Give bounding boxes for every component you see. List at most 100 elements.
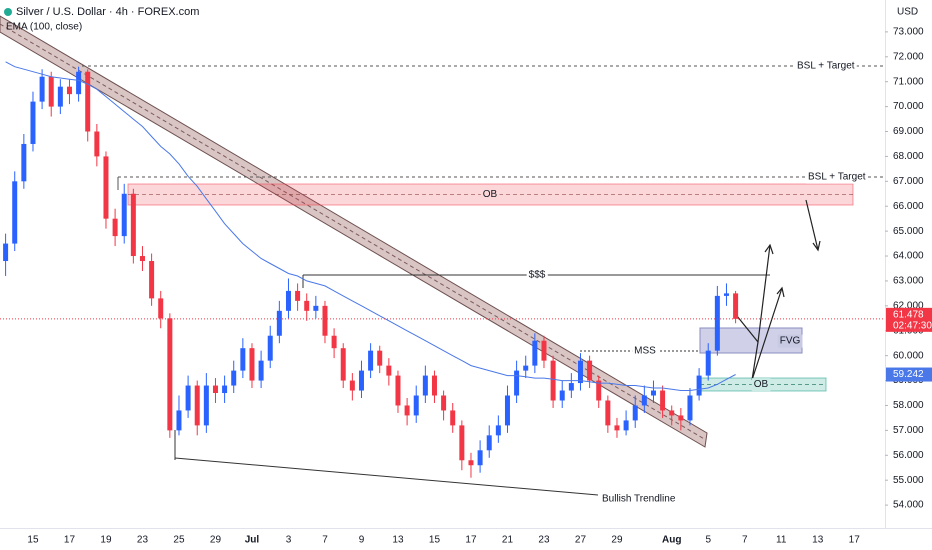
y-tick-label: 65.000: [893, 226, 924, 237]
candle-body: [541, 340, 547, 361]
candle-body: [532, 340, 538, 366]
candle-body: [76, 71, 82, 95]
x-tick-label: 5: [705, 535, 711, 546]
candle-body: [167, 318, 173, 431]
annotation-label: OB: [483, 189, 498, 200]
annotation-label: BSL + Target: [808, 172, 866, 183]
candle-body: [139, 256, 145, 262]
candle-body: [431, 375, 437, 396]
candle-body: [203, 385, 209, 426]
x-tick-label: 17: [849, 535, 861, 546]
drawings: [0, 15, 885, 496]
y-tick-label: 57.000: [893, 425, 924, 436]
annotation-background: [600, 492, 678, 506]
y-tick-label: 73.000: [893, 27, 924, 38]
candle-body: [422, 375, 428, 396]
annotation-label: BSL + Target: [797, 61, 855, 72]
candle-body: [212, 385, 218, 394]
candle-body: [632, 405, 638, 421]
candle-body: [660, 390, 666, 411]
candle-body: [12, 181, 18, 244]
bullish-trendline: [174, 457, 599, 496]
candle-body: [504, 395, 510, 426]
candles: [3, 66, 739, 478]
annotation-background: [526, 268, 548, 282]
status-dot: [4, 8, 12, 16]
candle-body: [441, 395, 447, 411]
candle-body: [587, 360, 593, 381]
chart-title: Silver / U.S. Dollar · 4h · FOREX.com: [16, 6, 199, 18]
candle-body: [240, 348, 246, 371]
annotation-background: [777, 334, 803, 348]
candle-body: [577, 360, 583, 384]
annotation-background: [806, 170, 868, 184]
annotation-label: FVG: [780, 336, 801, 347]
annotation-background: [632, 344, 659, 358]
candle-body: [641, 395, 647, 406]
candle-body: [276, 310, 282, 336]
y-tick-label: 55.000: [893, 475, 924, 486]
y-tick-label: 72.000: [893, 51, 924, 62]
candle-body: [267, 335, 273, 361]
annotation-background: [751, 378, 771, 392]
x-tick-label: 17: [465, 535, 477, 546]
y-tick-label: 60.000: [893, 350, 924, 361]
annotation-background: [795, 59, 857, 73]
candle-body: [696, 375, 702, 396]
candle-body: [605, 400, 611, 426]
candle-body: [495, 425, 501, 436]
x-tick-label: Aug: [662, 535, 681, 546]
y-tick-label: 68.000: [893, 151, 924, 162]
last-price-tag: [886, 307, 932, 332]
candle-body: [678, 415, 684, 421]
currency-label: USD: [897, 7, 918, 18]
candle-body: [66, 86, 72, 95]
x-tick-label: 9: [359, 535, 365, 546]
candle-body: [130, 193, 136, 257]
x-tick-label: Jul: [245, 535, 260, 546]
x-tick-label: 15: [27, 535, 39, 546]
x-tick-label: 11: [776, 535, 787, 546]
candle-body: [614, 425, 620, 431]
candle-body: [669, 410, 675, 416]
annotation-label: $$$: [529, 270, 546, 281]
annotation-label: MSS: [634, 346, 656, 357]
candle-body: [249, 348, 255, 381]
candle-body: [450, 410, 456, 426]
x-tick-label: 29: [611, 535, 623, 546]
candle-body: [404, 405, 410, 416]
candle-body: [568, 383, 574, 391]
candle-body: [322, 305, 328, 336]
ema-tag: [886, 367, 932, 382]
candle-body: [313, 305, 319, 311]
indicator-label: EMA (100, close): [6, 22, 82, 33]
candle-body: [550, 360, 556, 401]
candle-body: [149, 261, 155, 299]
candle-body: [705, 350, 711, 376]
y-tick-label: 56.000: [893, 450, 924, 461]
candle-body: [158, 298, 164, 319]
last-price-label: 61.478: [893, 309, 924, 320]
candle-body: [358, 370, 364, 391]
x-tick-label: 23: [538, 535, 550, 546]
candle-body: [331, 335, 337, 349]
candle-body: [687, 395, 693, 421]
y-tick-label: 71.000: [893, 76, 924, 87]
y-tick-label: 63.000: [893, 276, 924, 287]
x-tick-label: 7: [322, 535, 328, 546]
x-tick-label: 27: [575, 535, 587, 546]
candle-body: [39, 76, 45, 102]
ema-line: [5, 61, 736, 391]
y-tick-label: 62.000: [893, 300, 924, 311]
candle-body: [514, 370, 520, 396]
candle-body: [377, 350, 383, 366]
candle-body: [368, 350, 374, 371]
candle-body: [723, 293, 729, 296]
candle-body: [21, 143, 27, 182]
candle-body: [121, 193, 127, 237]
candle-body: [468, 460, 474, 466]
candle-body: [413, 395, 419, 416]
candle-body: [103, 156, 109, 219]
candle-body: [340, 348, 346, 381]
